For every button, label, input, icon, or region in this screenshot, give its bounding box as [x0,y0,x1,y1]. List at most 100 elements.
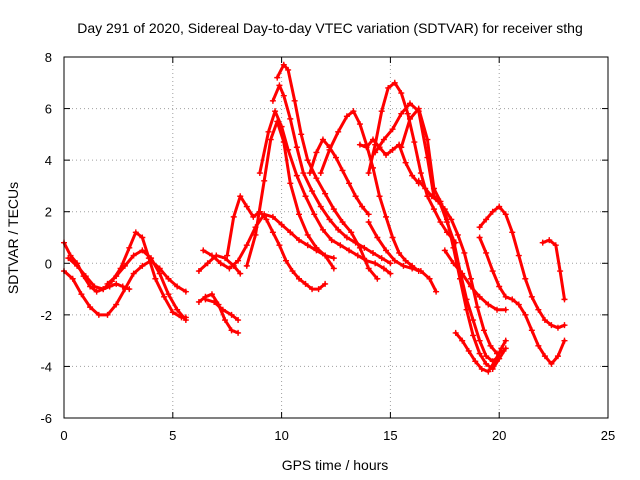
data-point [483,353,490,360]
data-point [406,100,413,107]
data-point [346,247,353,254]
data-point [78,291,85,298]
data-point [365,211,372,218]
data-point [280,92,287,99]
series-arc-5 [195,252,244,277]
data-point [300,170,307,177]
data-point [309,286,316,293]
data-point [383,213,390,220]
data-point [359,203,366,210]
data-point [396,249,403,256]
data-point [502,293,509,300]
data-point [256,170,263,177]
data-point [528,293,535,300]
data-point [365,170,372,177]
data-point [211,298,218,305]
data-point [548,322,555,329]
data-point [311,211,318,218]
data-point [339,219,346,226]
series-arc-14 [306,136,372,218]
data-series [61,61,568,375]
data-point [541,317,548,324]
data-point [552,242,559,249]
data-point [82,273,89,280]
data-point [302,280,309,287]
data-point [74,262,81,269]
data-point [195,268,202,275]
data-point [313,175,320,182]
data-point [539,239,546,246]
data-point [491,358,498,365]
data-point [269,97,276,104]
data-point [415,177,422,184]
data-point [330,265,337,272]
data-point [280,61,287,68]
data-point [343,113,350,120]
data-point [387,270,394,277]
x-axis-label: GPS time / hours [282,457,389,473]
data-point [389,146,396,153]
series-line [245,120,336,270]
data-point [463,306,470,313]
data-point [467,275,474,282]
data-point [461,249,468,256]
data-point [333,154,339,161]
series-arc-3 [65,229,189,321]
data-point [376,193,383,200]
data-point [535,306,542,313]
series-arc-26 [539,237,568,303]
data-point [433,288,440,295]
data-point [387,260,394,267]
data-point [313,244,320,251]
data-point [222,317,229,324]
data-point [330,255,337,262]
data-point [509,296,516,303]
x-tick-labels: 0 5 10 15 20 25 [60,428,615,443]
data-point [422,185,429,192]
data-point [165,275,172,282]
data-point [400,262,407,269]
data-point [139,234,146,241]
data-point [389,126,396,133]
data-point [435,198,442,205]
data-point [535,342,542,349]
data-point [465,347,472,354]
data-point [417,170,424,177]
data-point [113,280,120,287]
data-point [165,291,172,298]
data-point [502,337,509,344]
data-point [219,306,226,313]
data-point [496,203,503,210]
data-point [330,206,337,213]
data-point [554,353,561,360]
chart-title: Day 291 of 2020, Sidereal Day-to-day VTE… [77,20,583,36]
data-point [385,84,392,91]
data-point [269,213,276,220]
x-tick-label: 20 [492,428,506,443]
series-arc-17 [365,79,459,246]
data-point [296,237,303,244]
data-point [228,311,235,318]
series-line [106,248,188,322]
data-point [195,298,202,305]
data-point [322,280,329,287]
data-point [557,268,564,275]
data-point [528,327,535,334]
data-point [346,180,353,187]
data-point [287,229,294,236]
data-point [476,293,483,300]
data-point [132,229,139,236]
data-point [450,260,457,267]
axis-ticks [63,56,609,419]
data-point [148,255,155,262]
series-arc-22 [441,247,509,313]
data-point [298,131,305,138]
x-tick-label: 10 [274,428,288,443]
data-point [289,268,296,275]
data-point [169,309,176,316]
data-point [498,345,505,352]
data-point [226,265,233,272]
data-point [230,213,237,220]
data-point [548,360,555,367]
